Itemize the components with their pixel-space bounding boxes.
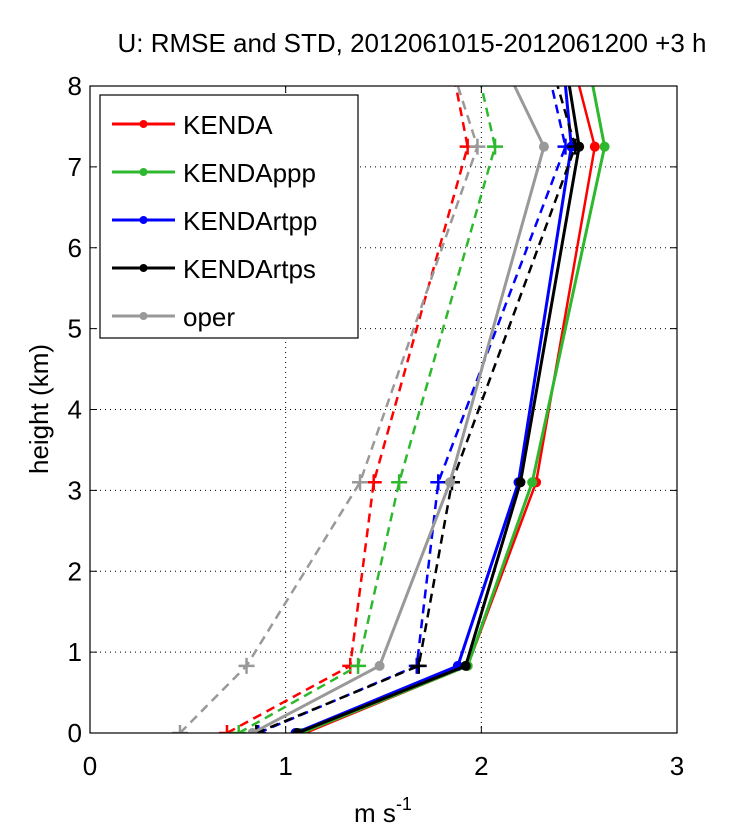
y-axis-label: height (km) xyxy=(24,344,54,474)
y-tick-label: 4 xyxy=(68,395,82,425)
legend-entry-kendartps: KENDArtps xyxy=(112,254,316,284)
std-point-oper xyxy=(238,657,255,674)
chart-title: U: RMSE and STD, 2012061015-2012061200 +… xyxy=(117,28,706,58)
std-point-kendappp xyxy=(487,138,504,155)
legend-entry-kendartpp: KENDArtpp xyxy=(112,206,317,236)
std-point-kendappp xyxy=(230,725,247,733)
y-tick-label: 8 xyxy=(68,71,82,101)
legend-marker xyxy=(139,312,148,320)
legend-label: KENDA xyxy=(183,110,273,140)
rmse-point-oper xyxy=(445,477,456,488)
x-tick-label: 1 xyxy=(278,751,292,781)
legend-marker xyxy=(139,168,148,176)
y-tick-label: 2 xyxy=(68,556,82,586)
rmse-point-kendartps xyxy=(515,477,526,488)
std-point-kendartpp xyxy=(250,725,267,733)
legend-entry-kendappp: KENDAppp xyxy=(112,158,316,188)
x-tick-label: 0 xyxy=(83,751,97,781)
std-point-kendartpp xyxy=(430,474,447,491)
legend-entry-oper: oper xyxy=(112,302,235,332)
rmse-point-kenda xyxy=(589,141,600,152)
x-tick-label: 2 xyxy=(474,751,488,781)
std-point-kendappp xyxy=(391,474,408,491)
rmse-point-kendappp xyxy=(527,477,538,488)
rmse-point-oper xyxy=(538,141,549,152)
legend-label: KENDArtps xyxy=(183,254,316,284)
std-point-oper xyxy=(352,474,369,491)
y-tick-label: 1 xyxy=(68,637,82,667)
legend-label: KENDArtpp xyxy=(183,206,317,236)
std-line-kenda xyxy=(226,86,469,733)
std-point-kendartps xyxy=(410,657,427,674)
std-line-kendappp xyxy=(238,86,497,733)
rmse-point-oper xyxy=(374,660,385,671)
rmse-point-kendartps xyxy=(460,660,471,671)
legend-entry-kenda: KENDA xyxy=(112,110,273,140)
rmse-point-oper xyxy=(247,728,258,733)
std-line-kendartpp xyxy=(257,86,567,733)
x-axis-label: m s-1 xyxy=(354,794,412,828)
y-tick-label: 6 xyxy=(68,233,82,263)
y-tick-label: 7 xyxy=(68,152,82,182)
rmse-point-kendappp xyxy=(599,141,610,152)
std-point-oper xyxy=(469,138,486,155)
std-point-kendartps xyxy=(248,725,265,733)
y-tick-label: 5 xyxy=(68,314,82,344)
rmse-point-kendartps xyxy=(574,141,585,152)
rmse-point-kendartps xyxy=(292,728,303,733)
legend-marker xyxy=(139,120,148,128)
std-line-oper xyxy=(179,86,479,733)
x-tick-label: 3 xyxy=(670,751,684,781)
std-point-oper xyxy=(172,725,189,733)
y-tick-label: 3 xyxy=(68,475,82,505)
std-point-kenda xyxy=(365,474,382,491)
ticks: 0 1 2 3 0 1 2 3 4 5 6 7 8 xyxy=(68,71,685,781)
legend-marker xyxy=(139,216,148,224)
legend-label: oper xyxy=(183,302,235,332)
std-point-kenda xyxy=(218,725,235,733)
legend-marker xyxy=(139,264,148,272)
series-layer xyxy=(172,86,610,733)
std-point-kendappp xyxy=(350,657,367,674)
x-axis-label-main: m s xyxy=(354,798,396,828)
x-axis-label-superscript: -1 xyxy=(396,794,412,814)
y-tick-label: 0 xyxy=(68,718,82,748)
legend-label: KENDAppp xyxy=(183,158,316,188)
legend: KENDA KENDAppp KENDArtpp KENDArtps oper xyxy=(99,94,359,339)
series-group xyxy=(172,86,610,733)
